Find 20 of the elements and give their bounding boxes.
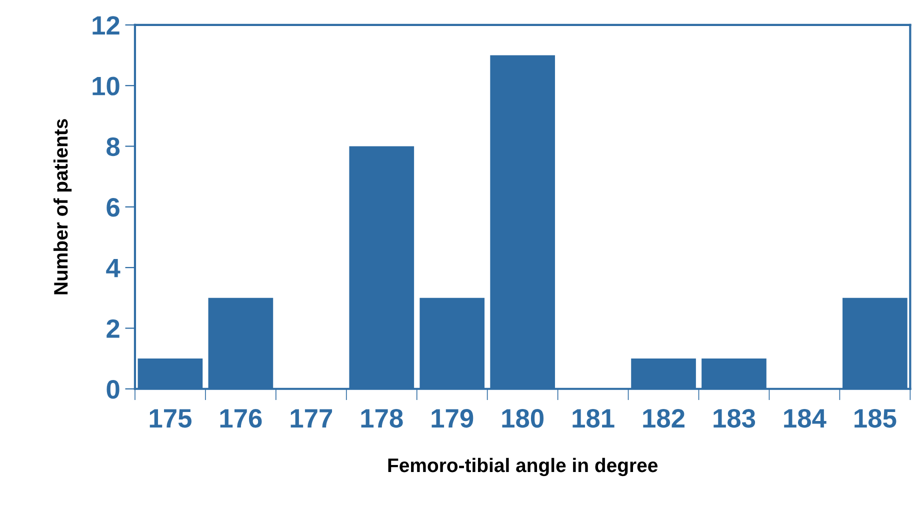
y-tick-label: 4 [106,258,120,278]
y-axis-title: Number of patients [53,119,72,294]
y-tick-label: 8 [106,137,120,156]
x-tick-label: 182 [643,409,684,428]
x-tick-label: 181 [572,409,614,428]
x-tick-label: 180 [502,409,544,428]
x-tick-label: 177 [290,409,332,428]
y-tick-label: 2 [106,319,120,338]
x-tick-label: 178 [361,409,403,428]
x-tick-label: 175 [150,409,192,428]
x-tick-label: 184 [784,409,826,428]
y-tick-label: 6 [106,198,120,217]
y-tick-label: 12 [92,16,120,35]
x-tick-label: 183 [714,409,756,428]
y-tick-label: 0 [106,380,120,399]
x-axis-title: Femoro-tibial angle in degree [388,458,658,476]
x-tick-label: 185 [854,409,896,428]
x-tick-label: 176 [220,409,262,428]
x-tick-label: 179 [432,409,474,428]
y-tick-label: 10 [92,76,120,96]
